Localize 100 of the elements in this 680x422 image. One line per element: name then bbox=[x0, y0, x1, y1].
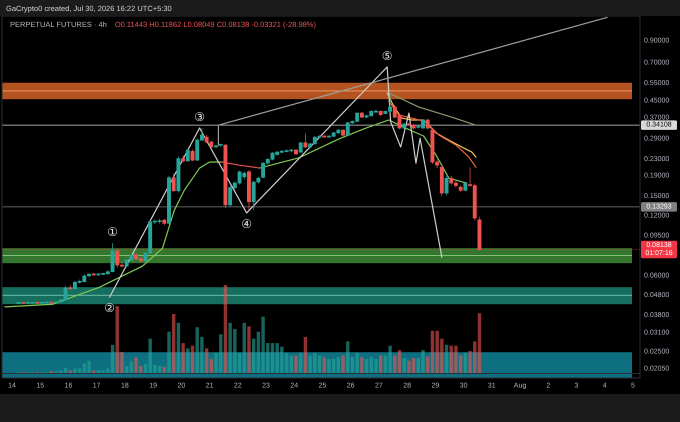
bar bbox=[322, 357, 326, 373]
candlestick bbox=[444, 176, 448, 196]
bar bbox=[92, 370, 96, 373]
candlestick bbox=[92, 272, 96, 276]
bar bbox=[370, 357, 373, 373]
bar bbox=[134, 357, 138, 373]
bar bbox=[468, 351, 472, 373]
bar bbox=[196, 327, 199, 373]
bar bbox=[435, 330, 439, 373]
bar bbox=[473, 341, 476, 373]
bar bbox=[308, 355, 312, 373]
bar bbox=[162, 366, 166, 373]
bar bbox=[284, 352, 288, 373]
bar bbox=[106, 368, 110, 373]
candlestick bbox=[181, 155, 186, 163]
candlestick bbox=[440, 164, 444, 197]
bar bbox=[458, 355, 462, 373]
bar bbox=[412, 358, 416, 373]
candlestick bbox=[360, 112, 364, 118]
candlestick bbox=[378, 110, 383, 116]
bar bbox=[124, 366, 128, 373]
bar bbox=[430, 330, 434, 373]
bar bbox=[228, 322, 232, 373]
bar bbox=[252, 338, 256, 373]
bar bbox=[416, 358, 420, 373]
candlestick bbox=[322, 134, 326, 138]
candlestick bbox=[341, 128, 345, 137]
annotation: ④ bbox=[241, 216, 252, 231]
candlestick bbox=[303, 133, 308, 148]
candlestick bbox=[402, 122, 406, 130]
candlestick bbox=[261, 162, 266, 179]
bar bbox=[73, 368, 77, 373]
candlestick bbox=[186, 148, 190, 162]
bar bbox=[242, 322, 246, 373]
candlestick bbox=[364, 114, 369, 118]
bar bbox=[139, 366, 142, 373]
bar bbox=[332, 358, 336, 373]
bar bbox=[388, 346, 392, 373]
bar bbox=[336, 357, 340, 373]
annotation: ③ bbox=[194, 110, 205, 124]
bar bbox=[364, 358, 368, 373]
bar bbox=[82, 363, 86, 373]
bar bbox=[261, 316, 265, 373]
bar bbox=[304, 336, 308, 373]
bar bbox=[426, 356, 430, 373]
bar bbox=[78, 368, 82, 373]
bar bbox=[276, 343, 279, 373]
bar bbox=[172, 314, 176, 373]
bar bbox=[327, 358, 331, 373]
bar bbox=[158, 366, 162, 373]
candlestick bbox=[247, 170, 251, 211]
candlestick bbox=[134, 252, 138, 260]
candlestick bbox=[426, 118, 430, 130]
bar bbox=[313, 352, 317, 373]
bar bbox=[440, 338, 444, 373]
bar bbox=[101, 370, 105, 373]
annotation: ⑤ bbox=[382, 48, 393, 63]
bar bbox=[360, 357, 364, 373]
candlestick bbox=[172, 173, 176, 192]
bar bbox=[219, 334, 222, 373]
candlestick bbox=[463, 181, 468, 192]
bar bbox=[64, 368, 68, 373]
bar bbox=[130, 362, 134, 373]
bar bbox=[68, 370, 72, 373]
candlestick bbox=[167, 176, 171, 224]
candlestick bbox=[298, 142, 303, 154]
bar bbox=[233, 329, 237, 373]
line-series bbox=[386, 92, 477, 158]
candlestick bbox=[294, 148, 298, 156]
bar bbox=[355, 352, 359, 373]
bar bbox=[210, 358, 214, 373]
bar bbox=[402, 358, 406, 373]
bar bbox=[200, 336, 204, 373]
bar bbox=[450, 346, 453, 373]
bar bbox=[407, 360, 411, 373]
bar bbox=[266, 343, 270, 373]
line-series bbox=[388, 100, 477, 168]
line-series bbox=[388, 92, 477, 126]
bar bbox=[256, 332, 260, 373]
bar bbox=[280, 346, 284, 373]
bar bbox=[393, 355, 396, 373]
bar bbox=[96, 370, 100, 373]
bar bbox=[59, 370, 62, 373]
bar bbox=[299, 352, 302, 373]
candlestick bbox=[68, 284, 72, 290]
bar bbox=[116, 306, 119, 373]
bar bbox=[346, 341, 350, 373]
candlestick bbox=[224, 144, 228, 209]
bar bbox=[186, 348, 190, 373]
candlestick bbox=[176, 156, 180, 193]
bar bbox=[176, 322, 180, 373]
bar bbox=[384, 355, 388, 373]
bar bbox=[378, 355, 382, 373]
bar bbox=[464, 352, 468, 373]
candlestick bbox=[190, 149, 194, 162]
bar bbox=[153, 365, 157, 373]
bar bbox=[238, 352, 242, 373]
annotation: ② bbox=[104, 301, 115, 316]
annotation: ① bbox=[107, 225, 118, 240]
line-series bbox=[258, 119, 468, 184]
